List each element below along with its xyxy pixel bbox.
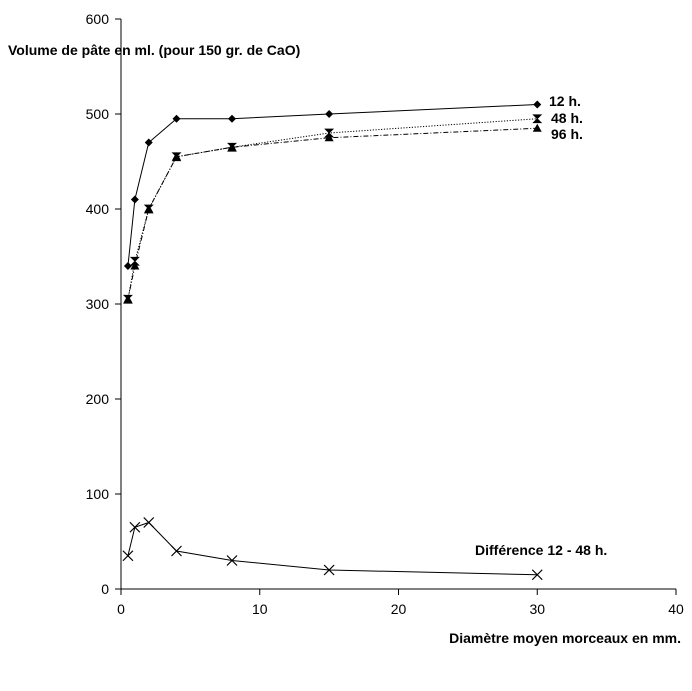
data-point-stroke bbox=[122, 550, 134, 562]
series-line bbox=[127, 118, 538, 300]
y-tick-label: 200 bbox=[86, 391, 110, 407]
series-labels: 12 h.48 h.96 h. Différence 12 - 48 h. bbox=[475, 93, 607, 558]
data-point bbox=[228, 114, 236, 123]
y-tick-label: 0 bbox=[101, 581, 109, 597]
series-label: Différence 12 - 48 h. bbox=[475, 542, 607, 558]
data-point bbox=[532, 123, 542, 132]
data-point bbox=[130, 195, 139, 204]
data-point-stroke bbox=[531, 569, 543, 581]
data-point bbox=[123, 294, 133, 303]
y-tick-label: 500 bbox=[86, 106, 110, 122]
series-3 bbox=[123, 123, 542, 303]
y-tick-label: 400 bbox=[86, 201, 110, 217]
data-point bbox=[324, 133, 334, 142]
data-point bbox=[531, 569, 543, 581]
y-tick-label: 600 bbox=[86, 11, 110, 27]
series-1 bbox=[123, 100, 542, 270]
series-line bbox=[127, 127, 538, 300]
data-point bbox=[122, 550, 134, 562]
data-point bbox=[172, 114, 181, 123]
data-point bbox=[123, 262, 132, 270]
axes: 0 100 200 300 400 500 600 0 10 20 30 40 bbox=[86, 11, 684, 617]
data-point-stroke bbox=[226, 555, 238, 566]
x-tick-label: 30 bbox=[529, 601, 545, 617]
data-point bbox=[144, 204, 154, 213]
y-axis-title: Volume de pâte en ml. (pour 150 gr. de C… bbox=[8, 42, 300, 58]
data-point-stroke bbox=[171, 545, 182, 557]
data-point bbox=[172, 152, 181, 161]
data-point-stroke bbox=[143, 517, 155, 528]
x-tick-label: 0 bbox=[117, 601, 125, 617]
x-tick-label: 40 bbox=[668, 601, 684, 617]
data-point-stroke bbox=[129, 521, 141, 533]
data-point bbox=[532, 114, 543, 124]
series-label: 48 h. bbox=[551, 110, 583, 126]
series-layer bbox=[122, 100, 543, 581]
data-point bbox=[143, 517, 155, 528]
data-point bbox=[129, 521, 141, 533]
data-point bbox=[533, 100, 542, 109]
data-point bbox=[324, 128, 335, 138]
series-4 bbox=[122, 517, 543, 581]
y-tick-label: 100 bbox=[86, 486, 110, 502]
x-axis-title: Diamètre moyen morceaux en mm. bbox=[449, 630, 681, 646]
series-2 bbox=[122, 114, 543, 304]
x-tick-label: 10 bbox=[252, 601, 268, 617]
series-label: 96 h. bbox=[551, 126, 583, 142]
data-point bbox=[325, 110, 334, 118]
y-tick-label: 300 bbox=[86, 296, 110, 312]
x-tick-label: 20 bbox=[391, 601, 407, 617]
series-label: 12 h. bbox=[549, 93, 581, 109]
data-point bbox=[171, 545, 182, 557]
data-point bbox=[144, 138, 153, 147]
data-point-stroke bbox=[323, 564, 335, 576]
data-point bbox=[227, 142, 237, 151]
data-point bbox=[323, 564, 335, 576]
data-point bbox=[130, 261, 140, 270]
data-point bbox=[226, 555, 238, 566]
